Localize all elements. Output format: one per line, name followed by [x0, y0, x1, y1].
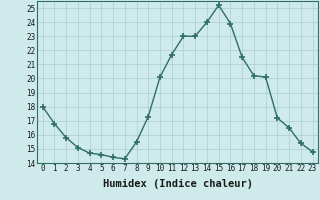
X-axis label: Humidex (Indice chaleur): Humidex (Indice chaleur) — [103, 179, 252, 189]
